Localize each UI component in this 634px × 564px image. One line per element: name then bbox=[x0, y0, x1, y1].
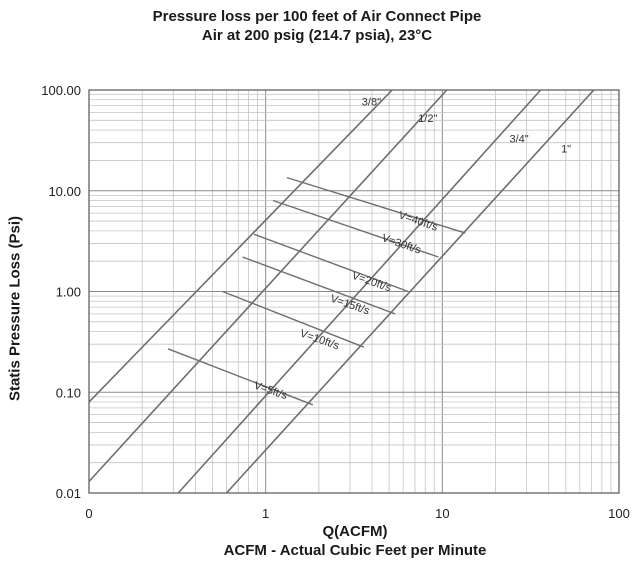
x-tick-label: 10 bbox=[435, 506, 449, 521]
velocity-line-6 bbox=[286, 176, 466, 234]
y-tick-label: 0.10 bbox=[56, 385, 81, 400]
series-line-4 bbox=[225, 89, 595, 494]
x-tick-label: 1 bbox=[262, 506, 269, 521]
velocity-line-4 bbox=[253, 233, 409, 293]
velocity-line-2 bbox=[222, 290, 365, 348]
chart-subtitle: Air at 200 psig (214.7 psia), 23°C bbox=[201, 27, 433, 44]
y-tick-label: 0.01 bbox=[56, 486, 81, 501]
series-label-4: 1" bbox=[561, 143, 571, 155]
velocity-line-3 bbox=[242, 256, 396, 315]
y-tick-label: 10.00 bbox=[48, 184, 81, 199]
series-line-3 bbox=[177, 89, 542, 494]
y-tick-label: 1.00 bbox=[56, 285, 81, 300]
y-axis-title: Statis Pressure Loss (Psi) bbox=[6, 215, 24, 402]
velocity-line-5 bbox=[272, 199, 439, 258]
series-label-3: 3/4" bbox=[510, 134, 529, 146]
x-tick-label: 100 bbox=[608, 506, 630, 521]
chart-title: Pressure loss per 100 feet of Air Connec… bbox=[152, 8, 482, 25]
plot-frame bbox=[88, 89, 620, 494]
series-line-2 bbox=[88, 89, 448, 483]
x-tick-label: 0 bbox=[85, 506, 92, 521]
y-tick-label: 100.00 bbox=[41, 83, 81, 98]
series-label-2: 1/2" bbox=[418, 113, 437, 125]
velocity-line-1 bbox=[167, 348, 314, 406]
series-line-1 bbox=[88, 89, 393, 403]
series-label-1: 3/8" bbox=[362, 97, 381, 109]
x-axis-subtitle: ACFM - Actual Cubic Feet per Minute bbox=[223, 542, 487, 559]
x-axis-title: Q(ACFM) bbox=[322, 523, 388, 540]
